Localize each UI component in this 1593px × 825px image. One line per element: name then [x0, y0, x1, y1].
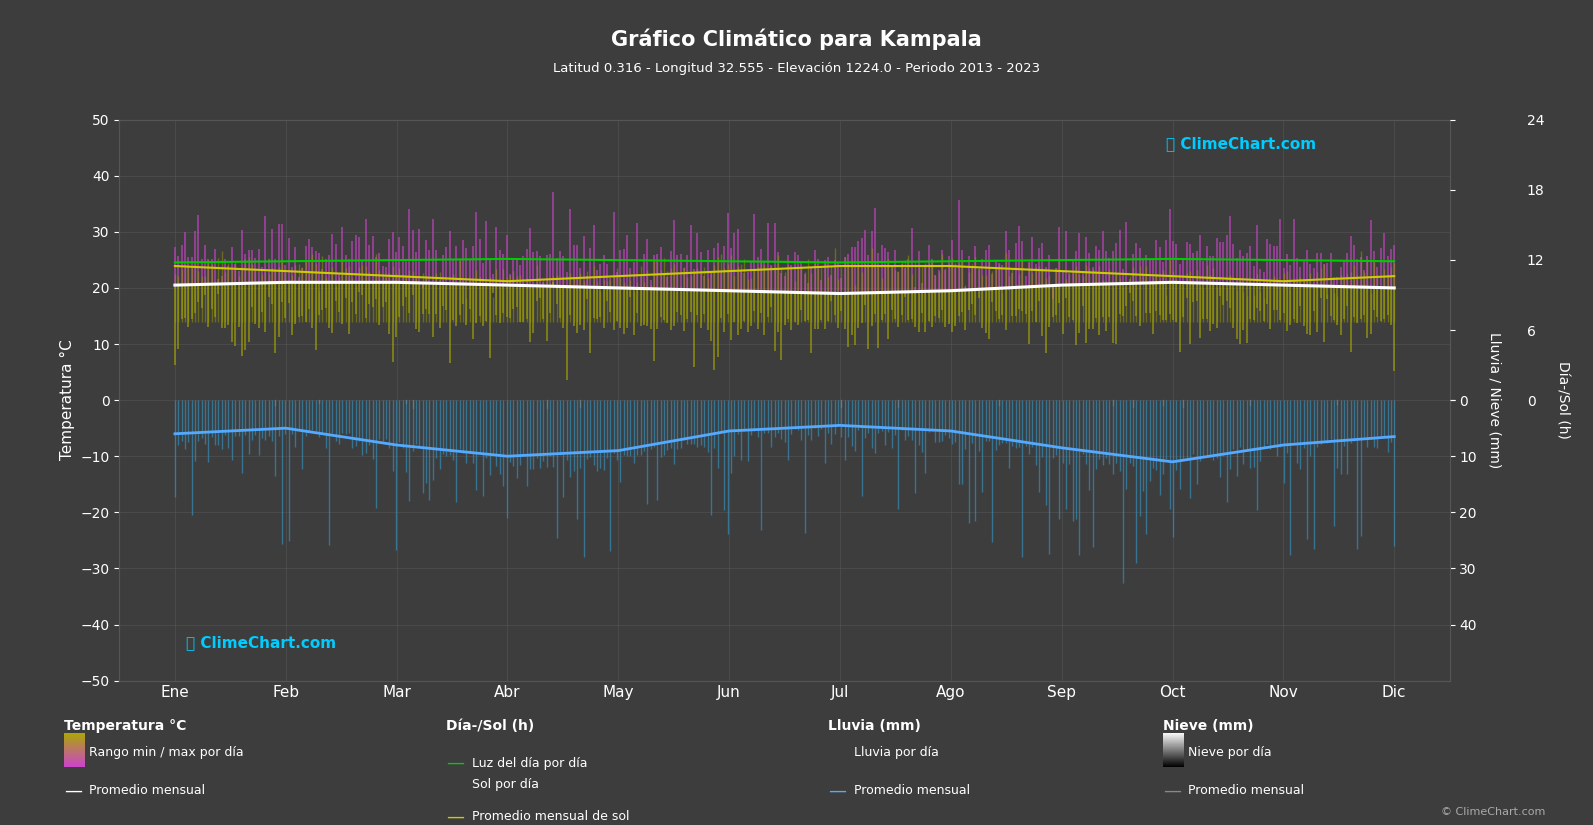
Text: —: —	[446, 808, 464, 825]
Text: —: —	[1163, 781, 1180, 799]
Text: Día-/Sol (h): Día-/Sol (h)	[446, 719, 534, 733]
Text: Lluvia por día: Lluvia por día	[854, 746, 938, 759]
Text: Promedio mensual: Promedio mensual	[1188, 784, 1305, 797]
Text: Latitud 0.316 - Longitud 32.555 - Elevación 1224.0 - Periodo 2013 - 2023: Latitud 0.316 - Longitud 32.555 - Elevac…	[553, 62, 1040, 75]
Text: Temperatura °C: Temperatura °C	[64, 719, 186, 733]
Text: Sol por día: Sol por día	[472, 778, 538, 791]
Text: Promedio mensual de sol: Promedio mensual de sol	[472, 810, 629, 823]
Text: Gráfico Climático para Kampala: Gráfico Climático para Kampala	[612, 29, 981, 50]
Text: 🌐 ClimeChart.com: 🌐 ClimeChart.com	[186, 635, 336, 650]
Text: Luz del día por día: Luz del día por día	[472, 757, 588, 770]
Text: Nieve por día: Nieve por día	[1188, 746, 1271, 759]
Text: © ClimeChart.com: © ClimeChart.com	[1440, 807, 1545, 817]
Y-axis label: Día-/Sol (h): Día-/Sol (h)	[1555, 361, 1569, 439]
Text: Lluvia (mm): Lluvia (mm)	[828, 719, 921, 733]
Text: —: —	[828, 781, 846, 799]
Text: Rango min / max por día: Rango min / max por día	[89, 746, 244, 759]
Text: Promedio mensual: Promedio mensual	[89, 784, 205, 797]
Text: —: —	[446, 754, 464, 772]
Text: 🌐 ClimeChart.com: 🌐 ClimeChart.com	[1166, 135, 1317, 151]
Text: —: —	[64, 781, 81, 799]
Y-axis label: Lluvia / Nieve (mm): Lluvia / Nieve (mm)	[1488, 332, 1502, 469]
Y-axis label: Temperatura °C: Temperatura °C	[61, 340, 75, 460]
Text: Promedio mensual: Promedio mensual	[854, 784, 970, 797]
Text: Nieve (mm): Nieve (mm)	[1163, 719, 1254, 733]
